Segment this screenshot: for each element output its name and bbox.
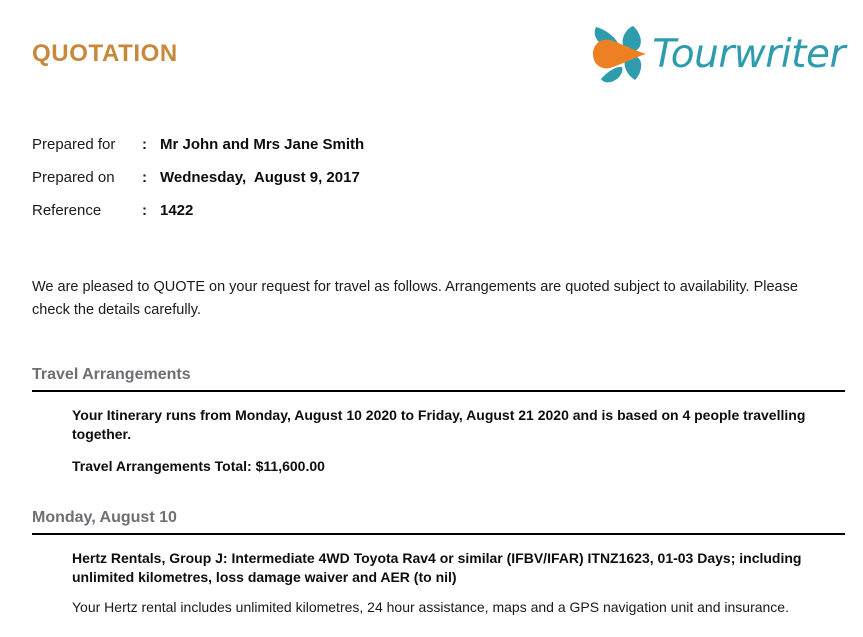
service-inclusions-note: Your Hertz rental includes unlimited kil… [72, 599, 789, 615]
travel-arrangements-total: Travel Arrangements Total: $11,600.00 [72, 458, 325, 474]
meta-colon: : [142, 136, 147, 153]
meta-row-reference: Reference : 1422 [32, 202, 732, 235]
section-body-day: Hertz Rentals, Group J: Intermediate 4WD… [72, 549, 841, 617]
itinerary-summary: Your Itinerary runs from Monday, August … [72, 407, 806, 442]
meta-value-prepared-on: Wednesday, August 9, 2017 [160, 169, 360, 186]
quotation-meta: Prepared for : Mr John and Mrs Jane Smit… [32, 136, 732, 235]
document-header: QUOTATION Tourwriter [0, 0, 863, 110]
section-heading-travel-arrangements: Travel Arrangements [32, 366, 191, 383]
page-title: QUOTATION [32, 40, 178, 67]
intro-paragraph: We are pleased to QUOTE on your request … [32, 279, 798, 318]
meta-value-prepared-for: Mr John and Mrs Jane Smith [160, 136, 365, 153]
meta-colon: : [142, 169, 147, 186]
meta-row-prepared-for: Prepared for : Mr John and Mrs Jane Smit… [32, 136, 732, 169]
meta-row-prepared-on: Prepared on : Wednesday, August 9, 2017 [32, 169, 732, 202]
meta-value-reference: 1422 [160, 202, 194, 219]
brand-name: Tourwriter [652, 31, 845, 77]
section-travel-arrangements: Travel Arrangements Your Itinerary runs … [0, 365, 863, 476]
section-divider [32, 533, 845, 535]
tourwriter-logo-icon [593, 26, 647, 83]
meta-colon: : [142, 202, 147, 219]
section-day-monday-august-10: Monday, August 10 Hertz Rentals, Group J… [0, 508, 863, 617]
service-description: Hertz Rentals, Group J: Intermediate 4WD… [72, 550, 802, 585]
meta-label: Prepared on [32, 169, 115, 186]
section-heading-day: Monday, August 10 [32, 509, 177, 526]
meta-label: Prepared for [32, 136, 116, 153]
section-body-travel-arrangements: Your Itinerary runs from Monday, August … [72, 406, 841, 476]
section-divider [32, 390, 845, 392]
brand-logo: Tourwriter [588, 24, 845, 84]
meta-label: Reference [32, 202, 102, 219]
